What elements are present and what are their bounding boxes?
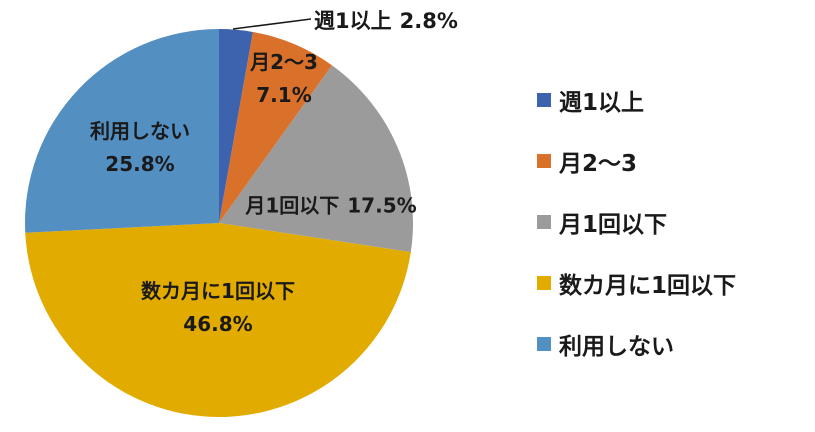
callout-label-week1plus: 週1以上 2.8% — [314, 5, 458, 35]
pie-slice-2 — [219, 65, 414, 253]
pie-slice-4 — [25, 29, 220, 233]
legend-item: 月1回以下 — [537, 208, 736, 238]
legend-swatch-icon — [537, 276, 551, 290]
legend-item: 週1以上 — [537, 86, 736, 116]
pie-slice-1 — [219, 31, 333, 223]
callout-value-text: 2.8% — [399, 9, 458, 33]
callout-leader-line — [232, 18, 312, 30]
legend-label: 利用しない — [559, 334, 674, 360]
slice-label-few-months-or-less: 数カ月に1回以下 46.8% — [141, 275, 295, 341]
pie-slice-3 — [25, 223, 411, 417]
legend-swatch-icon — [537, 93, 551, 107]
slice-category-text: 利用しない — [90, 119, 190, 143]
slice-category-text: 数カ月に1回以下 — [141, 279, 295, 303]
slice-value-text: 25.8% — [105, 152, 175, 176]
legend-swatch-icon — [537, 215, 551, 229]
legend-swatch-icon — [537, 337, 551, 351]
legend-item: 数カ月に1回以下 — [537, 269, 737, 299]
slice-value-text: 7.1% — [256, 83, 312, 107]
legend-swatch-icon — [537, 154, 551, 168]
slice-value-text: 46.8% — [183, 312, 253, 336]
pie-chart — [25, 18, 414, 417]
slice-value-text: 17.5% — [347, 193, 417, 218]
legend-label: 月2〜3 — [559, 151, 638, 177]
slice-category-text: 月2〜3 — [250, 50, 318, 74]
slice-label-month1-or-less: 月1回以下 17.5% — [245, 190, 416, 223]
legend-label: 数カ月に1回以下 — [559, 273, 737, 299]
slice-category-text: 月1回以下 — [245, 193, 340, 218]
legend: 週1以上 月2〜3 月1回以下 数カ月に1回以下 利用しない — [537, 86, 736, 391]
pie-slice-0 — [219, 28, 253, 223]
legend-label: 月1回以下 — [559, 212, 668, 238]
slice-label-no-use: 利用しない 25.8% — [90, 115, 190, 181]
legend-label: 週1以上 — [559, 90, 645, 116]
callout-category-text: 週1以上 — [314, 9, 392, 33]
legend-item: 利用しない — [537, 330, 736, 360]
pie-slices-group — [25, 28, 414, 417]
legend-item: 月2〜3 — [537, 147, 736, 177]
slice-label-month2-3: 月2〜3 7.1% — [250, 46, 318, 112]
